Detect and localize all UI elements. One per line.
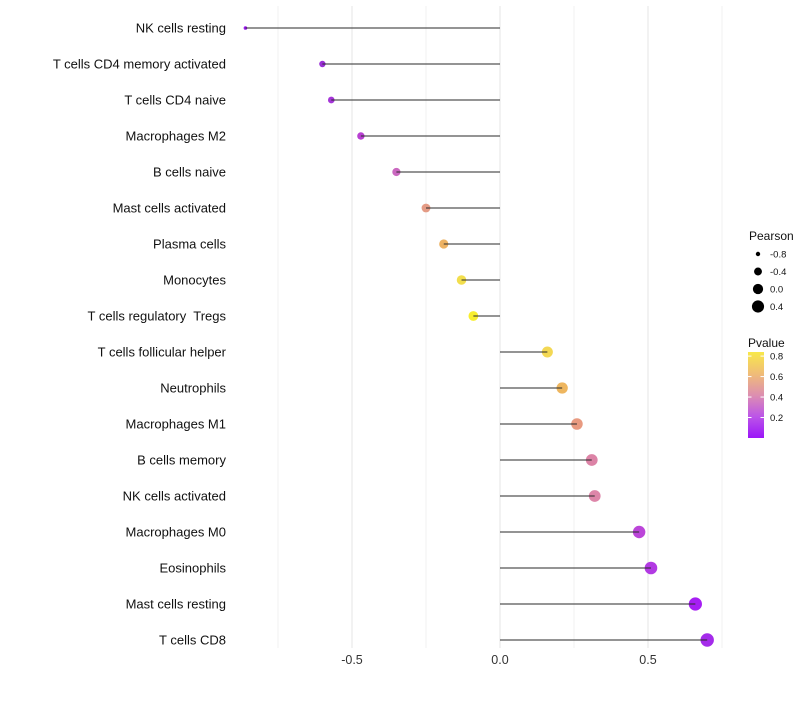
y-axis-label: Mast cells activated [113,201,226,216]
data-point-dot [556,382,568,394]
y-axis-label: Neutrophils [160,381,226,396]
pearson-legend-dot [754,267,762,276]
data-point-dot [571,418,583,430]
pearson-legend-value: 0.0 [770,285,783,296]
y-axis-label: Mast cells resting [126,597,226,612]
x-axis-tick-label: 0.0 [491,653,508,667]
pvalue-legend-value: 0.4 [770,393,783,404]
data-point-dot [700,633,714,647]
pearson-legend-value: 0.4 [770,302,783,313]
data-point-dot [319,60,326,68]
pearson-legend-dot [755,251,761,257]
y-axis-label: B cells memory [137,453,226,468]
x-axis-tick-label: -0.5 [341,653,363,667]
data-point-dot [327,96,335,104]
pvalue-legend-value: 0.8 [770,352,783,363]
y-axis-label: T cells follicular helper [98,345,227,360]
pearson-legend-value: -0.4 [770,267,786,278]
y-axis-label: Monocytes [163,273,226,288]
pearson-legend-dot [751,300,765,313]
y-axis-label: Eosinophils [160,561,227,576]
pearson-legend-dot [752,283,764,295]
y-axis-label: T cells regulatory Tregs [88,309,227,324]
y-axis-label: T cells CD8 [159,633,226,648]
pearson-legend-value: -0.8 [770,250,786,261]
y-axis-label: NK cells resting [136,21,226,36]
y-axis-label: B cells naive [153,165,226,180]
y-axis-label: T cells CD4 naive [124,93,226,108]
pvalue-legend-title: Pvalue [748,336,785,350]
y-axis-label: NK cells activated [123,489,226,504]
y-axis-label: Macrophages M1 [126,417,226,432]
y-axis-label: T cells CD4 memory activated [53,57,226,72]
x-axis-tick-label: 0.5 [639,653,656,667]
y-axis-label: Macrophages M2 [126,129,226,144]
pvalue-colorbar [748,352,764,438]
y-axis-label: Macrophages M0 [126,525,226,540]
pvalue-legend-value: 0.6 [770,372,783,383]
pearson-legend-title: Pearson [749,229,794,243]
y-axis-label: Plasma cells [153,237,226,252]
pvalue-legend-value: 0.2 [770,413,783,424]
